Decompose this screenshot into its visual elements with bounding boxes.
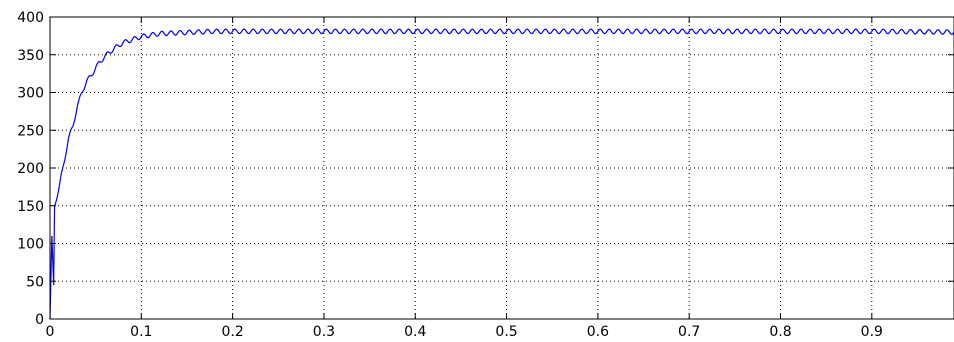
series-layer bbox=[49, 28, 954, 320]
tick-labels: 0 0.1 0.2 0.3 0.4 0.5 0.6 0.7 0.8 0.9 0 50 100 150 200… bbox=[17, 10, 883, 340]
y-tick-label: 150 bbox=[17, 199, 44, 215]
y-tick-label: 400 bbox=[17, 10, 44, 26]
y-tick-label: 0 bbox=[35, 312, 44, 328]
x-tick-label: 0.4 bbox=[404, 324, 426, 340]
x-tick-label: 0.5 bbox=[495, 324, 517, 340]
y-tick-label: 200 bbox=[17, 161, 44, 177]
series-line bbox=[49, 28, 954, 320]
grid bbox=[50, 17, 954, 319]
x-tick-label: 0.7 bbox=[678, 324, 700, 340]
x-tick-label: 0.2 bbox=[221, 324, 243, 340]
y-tick-label: 250 bbox=[17, 123, 44, 139]
x-tick-label: 0.1 bbox=[130, 324, 152, 340]
x-tick-label: 0.3 bbox=[313, 324, 335, 340]
y-tick-label: 300 bbox=[17, 86, 44, 102]
x-tick-label: 0.8 bbox=[769, 324, 791, 340]
y-tick-label: 350 bbox=[17, 48, 44, 64]
y-tick-label: 50 bbox=[26, 274, 44, 290]
y-tick-label: 100 bbox=[17, 237, 44, 253]
ticks bbox=[49, 16, 954, 320]
x-tick-label: 0.9 bbox=[861, 324, 883, 340]
x-tick-label: 0.6 bbox=[587, 324, 609, 340]
x-tick-label: 0 bbox=[46, 324, 55, 340]
